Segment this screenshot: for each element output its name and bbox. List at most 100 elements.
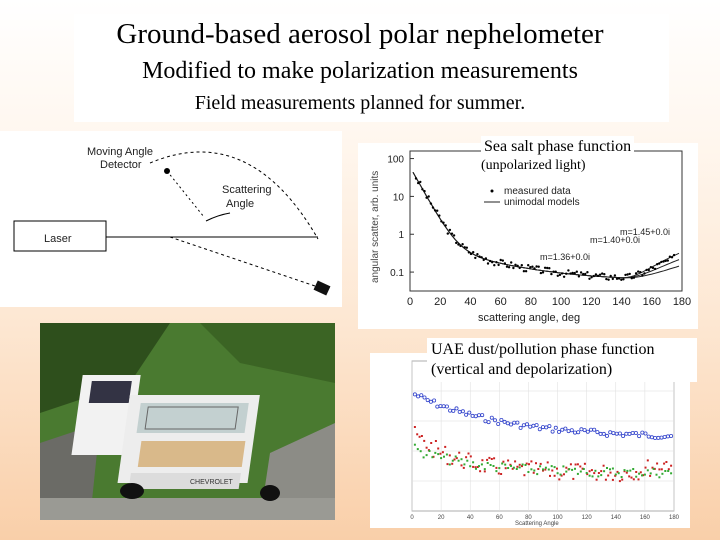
seasalt-data-point	[535, 265, 538, 268]
uae-green-point	[658, 476, 661, 479]
uae-depol-point	[607, 474, 610, 477]
seasalt-data-point	[558, 273, 562, 277]
seasalt-data-point	[575, 270, 578, 273]
uae-vertical-point	[540, 425, 545, 430]
seasalt-data-point	[653, 267, 657, 271]
uae-green-point	[594, 469, 597, 472]
uae-xtick: 60	[496, 515, 503, 521]
uae-green-point	[530, 468, 533, 471]
seasalt-data-point	[641, 274, 644, 277]
uae-green-point	[652, 467, 655, 470]
uae-vertical-point	[537, 427, 542, 432]
uae-depol-point	[618, 480, 621, 483]
uae-depol-point	[558, 478, 561, 481]
uae-vertical-point	[454, 406, 459, 411]
uae-green-point	[422, 456, 425, 459]
uae-depol-point	[455, 457, 458, 460]
seasalt-data-point	[645, 268, 648, 272]
seasalt-data-point	[548, 267, 551, 270]
seasalt-data-point	[634, 272, 638, 275]
seasalt-data-point	[514, 263, 517, 266]
seasalt-data-point	[560, 272, 564, 275]
uae-vertical-point	[444, 404, 449, 409]
uae-vertical-point	[646, 434, 651, 439]
uae-depol-point	[453, 458, 456, 461]
uae-depol-point	[509, 463, 512, 466]
uae-depol-point	[530, 460, 533, 463]
uae-green-point	[416, 448, 419, 451]
uae-green-point	[475, 467, 477, 470]
seasalt-data-point	[488, 259, 492, 263]
uae-depol-point	[535, 462, 537, 465]
seasalt-data-point	[425, 196, 428, 199]
seasalt-data-point	[427, 195, 430, 198]
uae-depol-point	[504, 467, 507, 470]
seasalt-data-point	[571, 271, 574, 275]
seasalt-data-point	[628, 272, 631, 276]
uae-green-point	[641, 474, 643, 477]
uae-green-point	[518, 466, 521, 469]
seasalt-data-point	[472, 251, 475, 254]
seasalt-data-point	[605, 277, 608, 281]
uae-vertical-point	[624, 431, 629, 436]
uae-depol-point	[479, 470, 482, 473]
seasalt-data-point	[658, 262, 661, 265]
seasalt-data-point	[554, 270, 557, 273]
uae-green-point	[510, 464, 512, 467]
uae-depol-point	[460, 464, 463, 467]
uae-depol-point	[420, 435, 423, 437]
uae-depol-point	[532, 471, 535, 474]
slide-subtitle: Modified to make polarization measuremen…	[142, 58, 578, 84]
seasalt-data-point	[588, 277, 591, 280]
uae-green-point	[556, 472, 559, 475]
uae-green-point	[547, 468, 550, 471]
uae-depol-point	[516, 465, 519, 468]
uae-depol-point	[563, 473, 565, 476]
uae-green-point	[574, 467, 576, 470]
uae-vertical-point	[669, 434, 674, 439]
uae-vertical-point	[470, 413, 475, 418]
uae-green-point	[507, 467, 510, 469]
uae-green-point	[437, 453, 440, 456]
uae-vertical-point	[608, 430, 613, 435]
seasalt-legend-measured: measured data	[504, 186, 571, 197]
uae-vertical-point	[473, 414, 478, 419]
uae-green-point	[649, 472, 652, 475]
uae-depol-point	[472, 465, 475, 468]
uae-depol-point	[653, 467, 656, 470]
seasalt-data-point	[461, 243, 464, 246]
uae-green-point	[609, 468, 611, 471]
uae-depol-point	[588, 470, 591, 473]
uae-green-point	[664, 470, 667, 472]
seasalt-data-point	[594, 273, 598, 276]
uae-green-point	[466, 459, 469, 462]
uae-depol-point	[593, 472, 596, 475]
seasalt-data-point	[596, 274, 600, 277]
seasalt-data-point	[452, 234, 456, 237]
seasalt-data-point	[562, 275, 566, 278]
uae-green-point	[582, 468, 585, 470]
uae-green-point	[670, 472, 673, 475]
seasalt-data-point	[516, 264, 519, 267]
seasalt-data-point	[550, 272, 553, 276]
uae-vertical-point	[438, 404, 443, 409]
uae-vertical-point	[659, 435, 664, 440]
seasalt-data-point	[531, 265, 534, 268]
seasalt-data-point	[651, 266, 655, 270]
uae-depol-point	[646, 459, 649, 462]
uae-green-point	[527, 471, 530, 473]
uae-green-point	[568, 468, 571, 471]
uae-green-point	[623, 469, 626, 472]
uae-depol-point	[600, 470, 603, 473]
uae-depol-point	[586, 473, 589, 476]
seasalt-data-point	[643, 272, 646, 275]
seasalt-data-point	[543, 266, 547, 269]
seasalt-ytick: 100	[387, 155, 404, 166]
uae-depol-point	[639, 471, 642, 474]
uae-green-point	[469, 465, 472, 468]
uae-vertical-point	[508, 422, 513, 427]
uae-depol-point	[569, 463, 572, 466]
uae-depol-point	[539, 462, 542, 465]
seasalt-data-point	[613, 274, 617, 277]
uae-depol-point	[469, 455, 472, 458]
